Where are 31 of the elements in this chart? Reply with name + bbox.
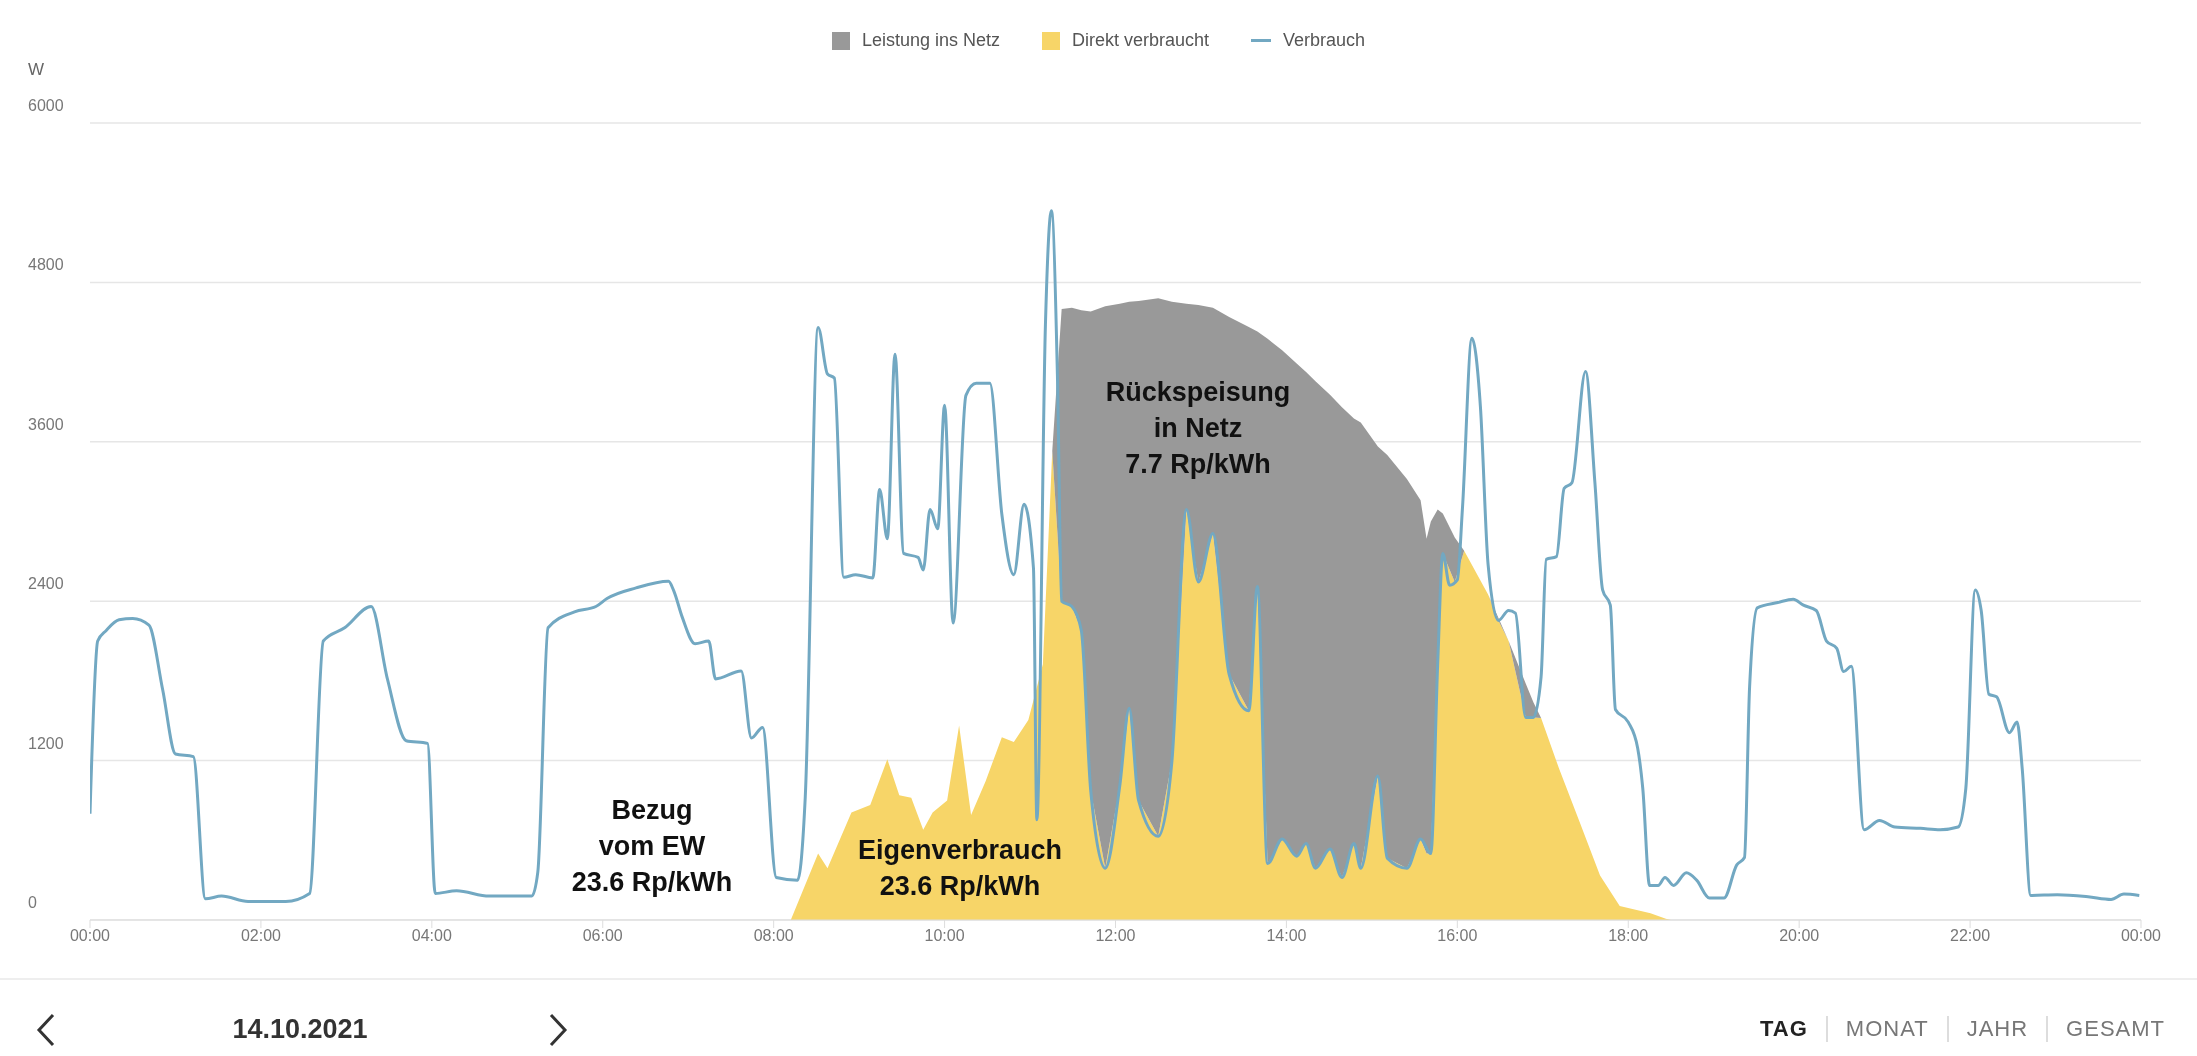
text: 14.10.2021 [231,1014,369,1045]
x-tick-label: 08:00 [753,927,794,945]
text: TAG [1759,1016,1809,1042]
x-tick-label: 06:00 [582,927,623,945]
annotation: Bezug vom EW 23.6 Rp/kWh [571,794,733,899]
text: JAHR [1946,1016,2047,1042]
y-tick-label: 3600 [28,415,64,433]
x-tick-label: 20:00 [1779,927,1820,945]
text: GESAMT [2046,1016,2183,1042]
annotation: Eigenverbrauch 23.6 Rp/kWh [857,834,1063,903]
legend-label: Direkt verbraucht [1071,30,1210,51]
x-tick-label: 14:00 [1266,927,1307,945]
y-tick-label: 2400 [28,575,64,593]
x-tick-label: 12:00 [1095,927,1136,945]
x-tick-label: 00:00 [2120,927,2162,945]
x-tick-label: 00:00 [69,927,111,945]
x-tick-label: 18:00 [1608,927,1649,945]
x-tick-label: 04:00 [411,927,452,945]
y-axis-title: W [28,60,45,80]
x-tick-label: 16:00 [1437,927,1478,945]
y-tick-label: 1200 [28,734,64,752]
y-tick-label: 6000 [28,97,64,114]
annotation: Rückspeisung in Netz 7.7 Rp/kWh [1105,376,1291,481]
legend-label: Leistung ins Netz [861,30,1000,51]
text: MONAT [1825,1016,1947,1042]
y-tick-label: 4800 [28,256,64,274]
x-tick-label: 22:00 [1950,927,1991,945]
legend-label: Verbrauch [1283,30,1366,51]
x-tick-label: 10:00 [924,927,965,945]
y-tick-label: 0 [28,894,37,911]
x-tick-label: 02:00 [240,927,282,945]
